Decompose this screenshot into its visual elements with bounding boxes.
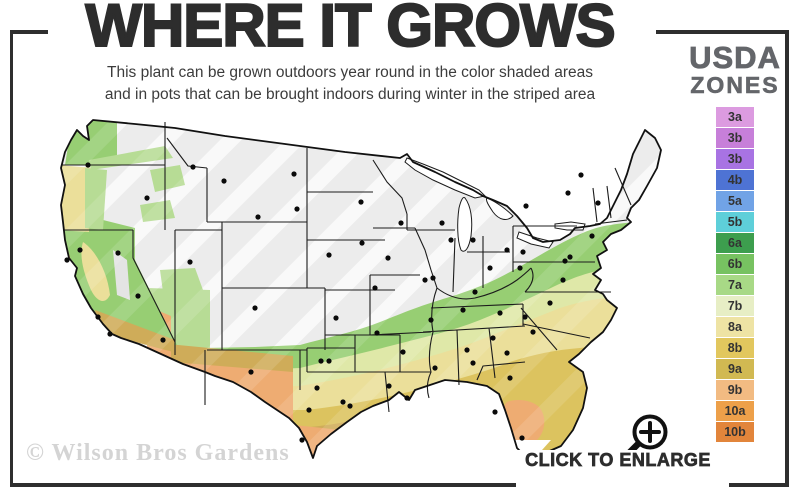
usda-zones-list: 3a 3b 3b 4b 5a 5b 6a 6b 7a 7b 8a 8b 9a 9b 10a 10b bbox=[676, 107, 794, 443]
lake-huron-shape bbox=[486, 197, 514, 220]
zone-chip-4b: 4b bbox=[716, 170, 754, 191]
zone-chip-6b: 6b bbox=[716, 254, 754, 275]
frame-top-right-segment bbox=[656, 30, 789, 34]
page-subtitle: This plant can be grown outdoors year ro… bbox=[40, 62, 660, 105]
click-to-enlarge-label[interactable]: CLICK TO ENLARGE bbox=[508, 450, 728, 471]
frame-left-edge bbox=[10, 30, 13, 487]
zone-chip-7a: 7a bbox=[716, 275, 754, 296]
zone-chip-8a: 8a bbox=[716, 317, 754, 338]
us-outline bbox=[60, 119, 662, 461]
legend-title-zones: ZONES bbox=[690, 72, 780, 98]
frame-bottom-left-segment bbox=[10, 483, 516, 487]
city-dots bbox=[64, 162, 601, 443]
frame-top-left-segment bbox=[10, 30, 48, 34]
zone-chip-10b: 10b bbox=[716, 422, 754, 443]
zone-chip-6a: 6a bbox=[716, 233, 754, 254]
zone-chip-3b: 3b bbox=[716, 149, 754, 170]
subtitle-line-1: This plant can be grown outdoors year ro… bbox=[107, 64, 593, 81]
zone-chip-7b: 7b bbox=[716, 296, 754, 317]
lake-michigan-shape bbox=[457, 197, 473, 252]
usda-zones-legend: USDA ZONES 3a 3b 3b 4b 5a 5b 6a 6b 7a 7b 8a 8b 9a 9b 1… bbox=[676, 42, 794, 443]
zone-chip-8b: 8b bbox=[716, 338, 754, 359]
zone-chip-9b: 9b bbox=[716, 380, 754, 401]
zone-chip-5b: 5b bbox=[716, 212, 754, 233]
lake-erie-shape bbox=[516, 231, 554, 249]
zone-chip-3a: 3a bbox=[716, 107, 754, 128]
zone-chip-9a: 9a bbox=[716, 359, 754, 380]
zone-chip-3b: 3b bbox=[716, 128, 754, 149]
frame-bottom-right-segment bbox=[729, 483, 789, 487]
state-borders bbox=[62, 122, 632, 413]
zone-chip-5a: 5a bbox=[716, 191, 754, 212]
us-growing-zone-map[interactable] bbox=[55, 110, 667, 466]
page-title: WHERE IT GROWS bbox=[84, 0, 616, 59]
zone-chip-10a: 10a bbox=[716, 401, 754, 422]
watermark: © Wilson Bros Gardens bbox=[26, 440, 290, 466]
frame-right-edge bbox=[785, 30, 789, 487]
legend-title-usda: USDA bbox=[689, 40, 781, 75]
subtitle-line-2: and in pots that can be brought indoors … bbox=[104, 85, 596, 103]
